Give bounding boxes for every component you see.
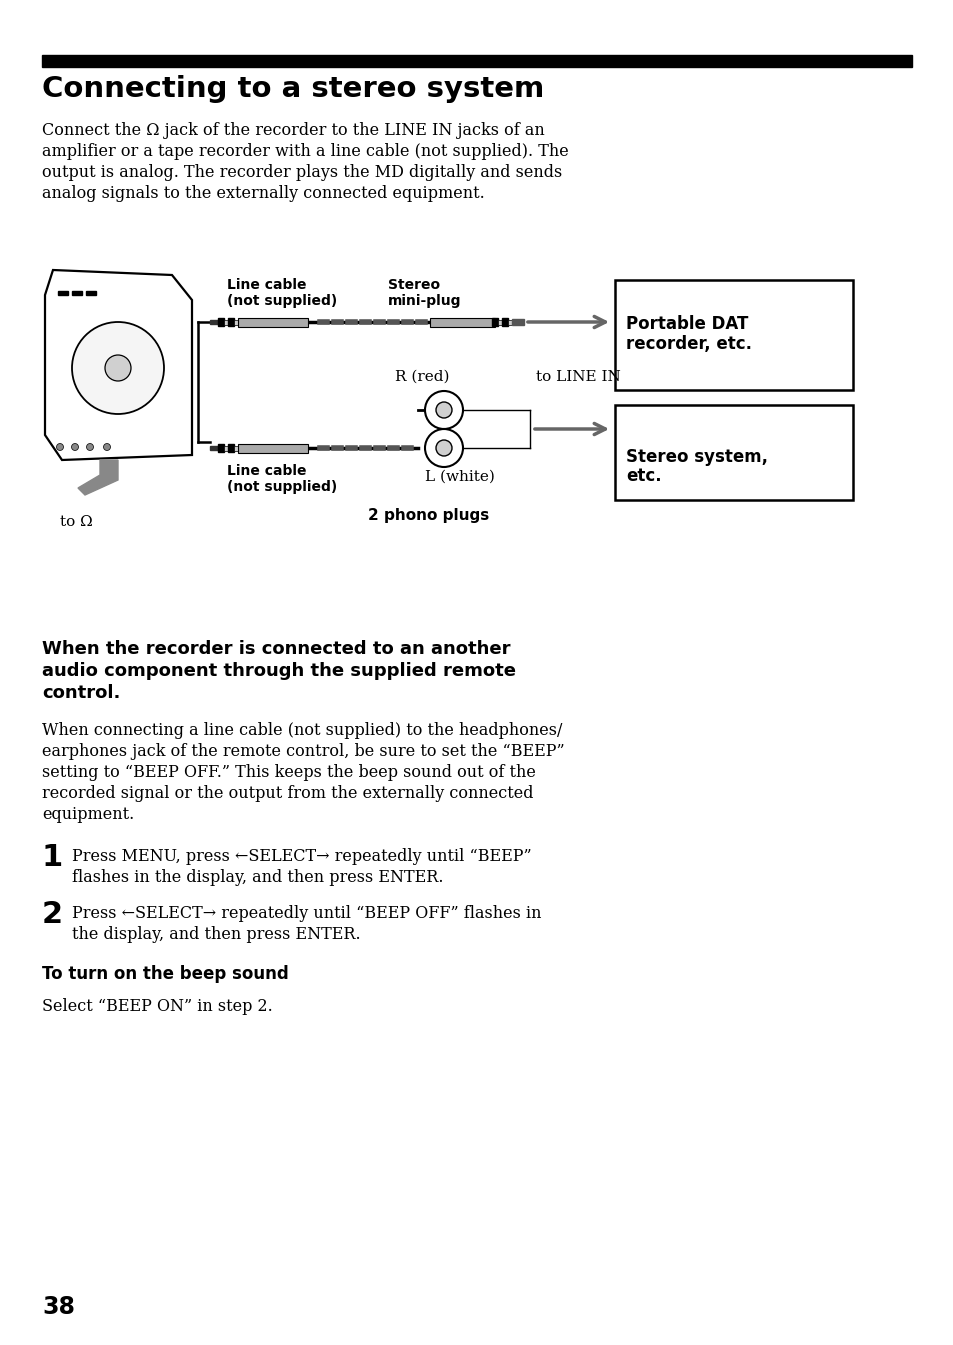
Text: audio component through the supplied remote: audio component through the supplied rem… bbox=[42, 662, 516, 681]
Bar bbox=[497, 320, 501, 324]
Circle shape bbox=[56, 444, 64, 451]
Bar bbox=[218, 317, 224, 325]
Text: Stereo: Stereo bbox=[388, 278, 439, 292]
Text: amplifier or a tape recorder with a line cable (not supplied). The: amplifier or a tape recorder with a line… bbox=[42, 143, 568, 160]
Circle shape bbox=[71, 321, 164, 414]
Text: Press ←SELECT→ repeatedly until “BEEP OFF” flashes in: Press ←SELECT→ repeatedly until “BEEP OF… bbox=[71, 905, 541, 923]
Text: L (white): L (white) bbox=[424, 469, 495, 484]
Circle shape bbox=[87, 444, 93, 451]
Circle shape bbox=[105, 355, 131, 381]
Polygon shape bbox=[45, 270, 192, 460]
Bar bbox=[233, 320, 237, 324]
Bar bbox=[237, 317, 308, 327]
Circle shape bbox=[424, 391, 462, 429]
Text: (not supplied): (not supplied) bbox=[227, 295, 337, 308]
Text: Select “BEEP ON” in step 2.: Select “BEEP ON” in step 2. bbox=[42, 998, 273, 1015]
Text: etc.: etc. bbox=[625, 467, 661, 486]
Bar bbox=[430, 317, 495, 327]
Bar bbox=[210, 320, 218, 324]
Text: When the recorder is connected to an another: When the recorder is connected to an ano… bbox=[42, 640, 510, 658]
Bar bbox=[615, 405, 852, 500]
Text: 2 phono plugs: 2 phono plugs bbox=[368, 508, 489, 523]
Text: setting to “BEEP OFF.” This keeps the beep sound out of the: setting to “BEEP OFF.” This keeps the be… bbox=[42, 764, 536, 781]
Text: Connecting to a stereo system: Connecting to a stereo system bbox=[42, 75, 543, 104]
Bar bbox=[71, 291, 82, 295]
Bar bbox=[512, 319, 523, 325]
Bar bbox=[233, 445, 237, 451]
Bar bbox=[210, 447, 218, 451]
Text: mini-plug: mini-plug bbox=[388, 295, 461, 308]
Text: control.: control. bbox=[42, 685, 120, 702]
Text: to Ω: to Ω bbox=[60, 515, 92, 529]
Text: Line cable: Line cable bbox=[227, 278, 306, 292]
Polygon shape bbox=[78, 460, 118, 495]
Circle shape bbox=[436, 440, 452, 456]
Bar bbox=[224, 320, 228, 324]
Bar bbox=[507, 320, 512, 324]
Text: Connect the Ω jack of the recorder to the LINE IN jacks of an: Connect the Ω jack of the recorder to th… bbox=[42, 122, 544, 139]
Text: 38: 38 bbox=[42, 1295, 75, 1319]
Text: When connecting a line cable (not supplied) to the headphones/: When connecting a line cable (not suppli… bbox=[42, 722, 561, 738]
Circle shape bbox=[71, 444, 78, 451]
Text: the display, and then press ENTER.: the display, and then press ENTER. bbox=[71, 925, 360, 943]
Circle shape bbox=[103, 444, 111, 451]
Bar bbox=[42, 55, 911, 67]
Circle shape bbox=[424, 429, 462, 467]
Text: To turn on the beep sound: To turn on the beep sound bbox=[42, 964, 289, 983]
Text: R (red): R (red) bbox=[395, 370, 449, 385]
Text: output is analog. The recorder plays the MD digitally and sends: output is analog. The recorder plays the… bbox=[42, 164, 561, 182]
Text: 1: 1 bbox=[42, 843, 63, 872]
Bar bbox=[224, 445, 228, 451]
Text: analog signals to the externally connected equipment.: analog signals to the externally connect… bbox=[42, 186, 484, 202]
Bar bbox=[228, 444, 233, 452]
Bar bbox=[492, 317, 497, 325]
Bar bbox=[86, 291, 96, 295]
Text: Press MENU, press ←SELECT→ repeatedly until “BEEP”: Press MENU, press ←SELECT→ repeatedly un… bbox=[71, 847, 531, 865]
Bar bbox=[237, 444, 308, 452]
Text: to LINE IN: to LINE IN bbox=[536, 370, 620, 385]
Text: earphones jack of the remote control, be sure to set the “BEEP”: earphones jack of the remote control, be… bbox=[42, 742, 564, 760]
Bar bbox=[218, 444, 224, 452]
Bar bbox=[501, 317, 507, 325]
Bar bbox=[58, 291, 68, 295]
Circle shape bbox=[436, 402, 452, 418]
Text: (not supplied): (not supplied) bbox=[227, 480, 337, 494]
Text: Line cable: Line cable bbox=[227, 464, 306, 477]
Bar bbox=[228, 317, 233, 325]
Text: equipment.: equipment. bbox=[42, 806, 134, 823]
Text: Portable DAT: Portable DAT bbox=[625, 315, 747, 334]
Text: flashes in the display, and then press ENTER.: flashes in the display, and then press E… bbox=[71, 869, 443, 886]
Text: recorded signal or the output from the externally connected: recorded signal or the output from the e… bbox=[42, 785, 533, 802]
Text: 2: 2 bbox=[42, 900, 63, 929]
Text: recorder, etc.: recorder, etc. bbox=[625, 335, 751, 352]
Text: Stereo system,: Stereo system, bbox=[625, 448, 767, 465]
Bar bbox=[615, 280, 852, 390]
